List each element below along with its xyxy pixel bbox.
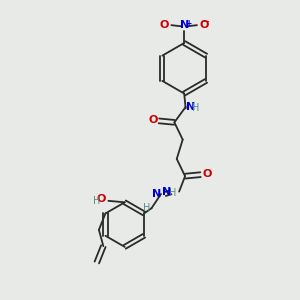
- Text: +: +: [185, 20, 192, 28]
- Text: O: O: [148, 115, 158, 125]
- Text: N: N: [186, 102, 196, 112]
- Text: H: H: [142, 203, 150, 213]
- Text: H: H: [93, 196, 100, 206]
- Text: O: O: [97, 194, 106, 204]
- Text: O: O: [202, 169, 211, 179]
- Text: N: N: [152, 189, 162, 199]
- Text: H: H: [169, 188, 176, 198]
- Text: −: −: [202, 16, 210, 27]
- Text: N: N: [180, 20, 189, 30]
- Text: N: N: [162, 187, 172, 196]
- Text: O: O: [159, 20, 169, 30]
- Text: H: H: [192, 103, 200, 113]
- Text: O: O: [200, 20, 209, 30]
